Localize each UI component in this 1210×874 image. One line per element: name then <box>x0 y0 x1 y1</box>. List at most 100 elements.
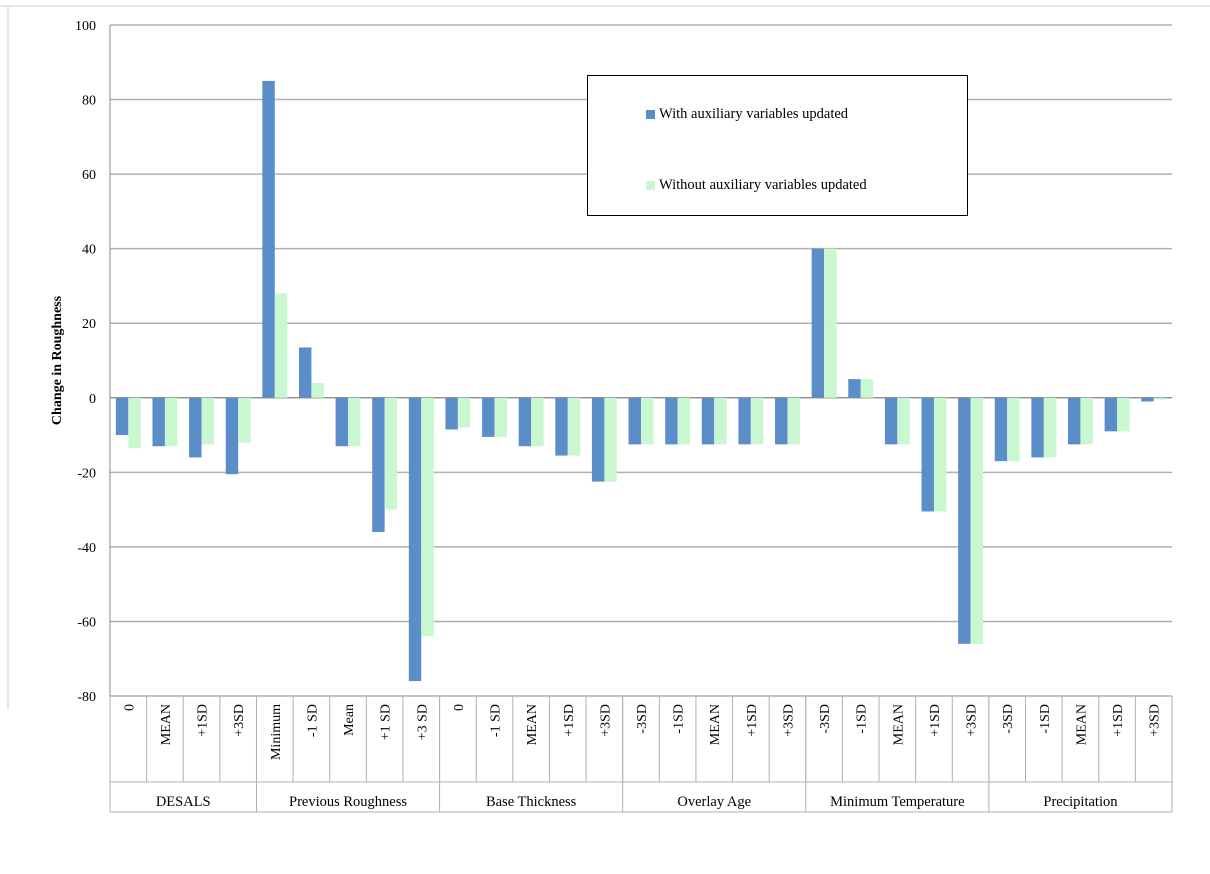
bar-with-aux <box>189 397 202 458</box>
legend-item-with: With auxiliary variables updated <box>646 106 848 123</box>
x-tick-label: +1 SD <box>379 704 394 740</box>
bar-without-aux <box>567 397 581 456</box>
bar-without-aux <box>604 397 617 482</box>
x-tick-label: +1SD <box>928 704 943 737</box>
bar-with-aux <box>628 397 641 445</box>
y-tick-label: 60 <box>82 168 96 183</box>
y-tick-label: -60 <box>77 615 96 630</box>
bar-with-aux <box>152 397 165 447</box>
legend-item-without: Without auxiliary variables updated <box>646 177 867 194</box>
group-label: Overlay Age <box>677 794 751 810</box>
x-tick-label: +3SD <box>1148 704 1163 737</box>
x-tick-label: 0 <box>122 704 137 711</box>
bar-without-aux <box>824 248 837 398</box>
y-tick-label: 80 <box>82 94 96 109</box>
x-tick-label: +1SD <box>196 704 211 737</box>
bar-with-aux <box>775 397 788 445</box>
bar-with-aux <box>591 397 605 482</box>
bar-without-aux <box>933 397 947 512</box>
x-tick-label: 0 <box>452 704 467 711</box>
legend-swatch-without <box>646 181 655 190</box>
y-tick-label: 40 <box>82 243 96 258</box>
bar-with-aux <box>738 397 751 445</box>
x-tick-label: MEAN <box>525 704 540 745</box>
x-tick-label: +1SD <box>745 704 760 737</box>
bar-with-aux <box>262 80 275 398</box>
bar-with-aux <box>958 397 971 644</box>
x-tick-label: +3SD <box>598 704 613 737</box>
bar-with-aux <box>372 397 385 532</box>
bar-without-aux <box>128 397 141 449</box>
x-tick-label: +3 SD <box>415 704 430 740</box>
bar-without-aux <box>457 397 471 428</box>
bar-without-aux <box>384 397 398 510</box>
x-tick-label: -1SD <box>1038 704 1053 734</box>
group-label: Base Thickness <box>486 794 577 810</box>
bar-with-aux <box>1141 397 1154 402</box>
bar-without-aux <box>201 397 215 445</box>
bar-with-aux <box>811 248 825 398</box>
group-label: Previous Roughness <box>289 794 407 810</box>
group-label: Precipitation <box>1043 794 1118 810</box>
bar-without-aux <box>897 397 910 445</box>
bar-without-aux <box>714 397 727 445</box>
bar-without-aux <box>860 379 874 398</box>
bar-with-aux <box>225 397 239 475</box>
bar-with-aux <box>921 397 934 512</box>
bar-with-aux <box>482 397 495 437</box>
x-tick-label: Minimum <box>269 704 284 760</box>
x-tick-label: +1SD <box>562 704 577 737</box>
x-tick-label: -1SD <box>855 704 870 734</box>
bar-with-aux <box>115 397 129 436</box>
x-tick-label: MEAN <box>159 704 174 745</box>
x-tick-label: +3SD <box>232 704 247 737</box>
group-label: DESALS <box>156 794 211 810</box>
x-tick-label: -3SD <box>1001 704 1016 734</box>
x-tick-label: +1SD <box>1111 704 1126 737</box>
bar-without-aux <box>164 397 178 447</box>
bar-with-aux <box>1067 397 1081 445</box>
bar-with-aux <box>518 397 532 447</box>
bar-without-aux <box>494 397 507 437</box>
x-tick-label: -1 SD <box>489 704 504 737</box>
bar-without-aux <box>531 397 544 447</box>
bar-without-aux <box>677 397 691 445</box>
bar-with-aux <box>848 379 861 398</box>
bar-with-aux <box>884 397 898 445</box>
group-label: Minimum Temperature <box>830 794 964 810</box>
bar-without-aux <box>1043 397 1057 458</box>
bar-with-aux <box>335 397 349 447</box>
bar-without-aux <box>1007 397 1020 462</box>
bar-without-aux <box>421 397 434 637</box>
y-tick-label: -40 <box>77 541 96 556</box>
bar-without-aux <box>1117 397 1130 432</box>
x-tick-label: MEAN <box>1074 704 1089 745</box>
bar-with-aux <box>408 397 422 682</box>
x-tick-label: -1 SD <box>305 704 320 737</box>
y-tick-label: 0 <box>89 392 96 407</box>
legend-label-with: With auxiliary variables updated <box>659 106 849 122</box>
chart-legend: With auxiliary variables updated Without… <box>587 75 968 216</box>
x-tick-label: -1SD <box>672 704 687 734</box>
bar-without-aux <box>750 397 764 445</box>
x-tick-label: Mean <box>342 704 357 736</box>
bar-with-aux <box>994 397 1008 462</box>
y-tick-label: 100 <box>75 19 96 34</box>
bar-without-aux <box>348 397 361 447</box>
bar-with-aux <box>298 347 312 398</box>
x-tick-label: +3SD <box>781 704 796 737</box>
x-tick-label: -3SD <box>635 704 650 734</box>
bar-without-aux <box>787 397 800 445</box>
bar-with-aux <box>1104 397 1118 432</box>
x-tick-label: MEAN <box>891 704 906 745</box>
x-tick-label: -3SD <box>818 704 833 734</box>
bar-without-aux <box>641 397 654 445</box>
bar-with-aux <box>665 397 678 445</box>
bar-without-aux <box>238 397 251 443</box>
x-tick-label: MEAN <box>708 704 723 745</box>
bar-without-aux <box>1153 397 1167 400</box>
legend-swatch-with <box>646 110 655 119</box>
y-tick-label: -80 <box>77 690 96 705</box>
bar-with-aux <box>555 397 568 456</box>
